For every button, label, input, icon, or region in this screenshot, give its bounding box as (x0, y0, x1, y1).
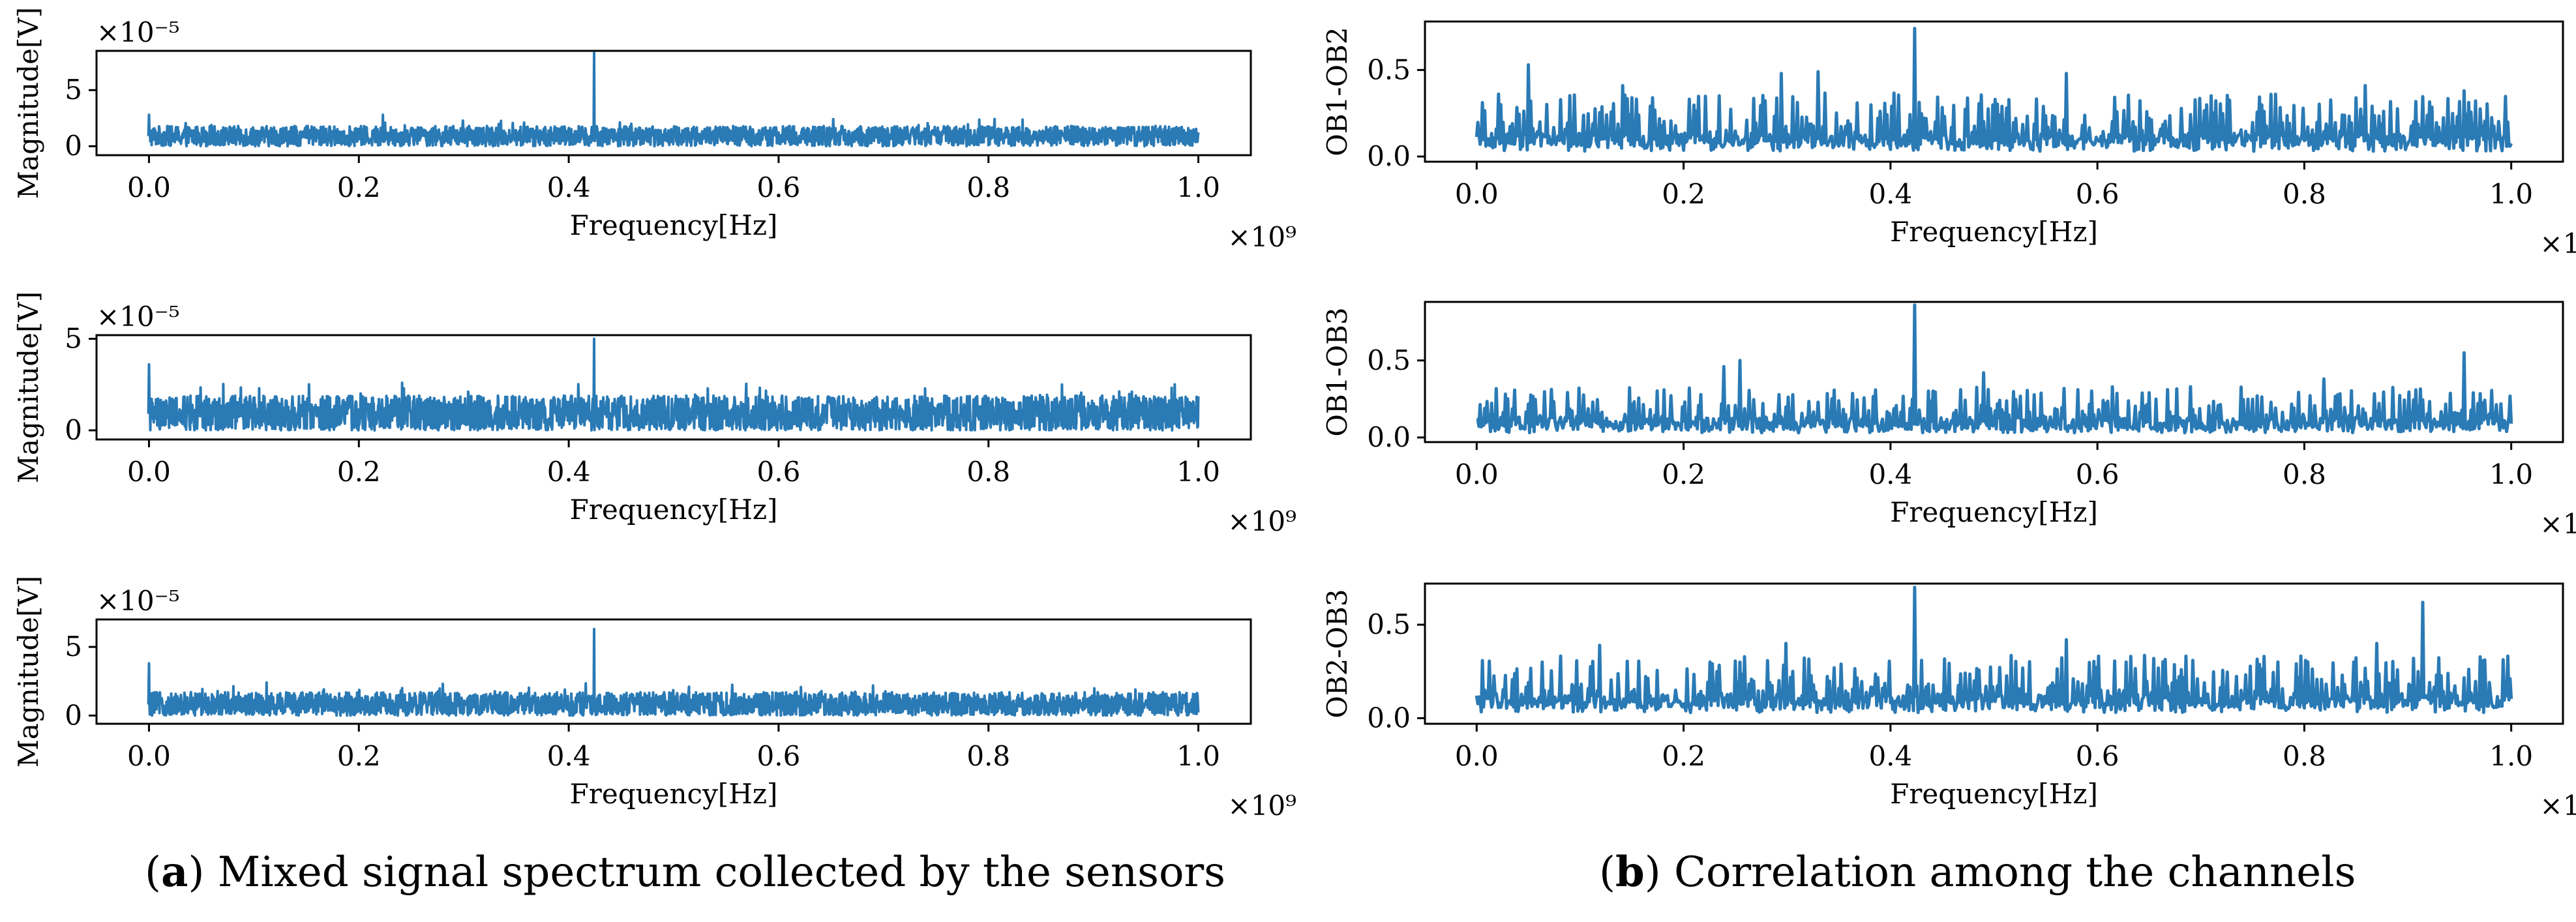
x-tick-label: 0.0 (1455, 740, 1499, 772)
y-axis-label: Magnitude[V] (12, 291, 44, 483)
x-tick-label: 0.6 (757, 740, 801, 772)
plot-frame (1424, 582, 2564, 725)
plot-frame (1424, 20, 2564, 163)
x-tick-label: 0.4 (1868, 458, 1912, 490)
x-tick-label: 0.8 (966, 740, 1010, 772)
y-offset-label: ×10⁻⁵ (97, 16, 180, 48)
y-tick-label: 0.5 (1367, 53, 1411, 85)
x-tick-label: 0.4 (1868, 740, 1912, 772)
chart-a2: 0.0 0.2 0.4 0.6 0.8 1.0 0 5 Frequency[Hz] Magnitu… (12, 291, 1296, 537)
y-axis-label: OB1-OB2 (1321, 27, 1353, 156)
x-tick-label: 0.4 (1868, 178, 1912, 210)
x-axis-label: Frequency[Hz] (1890, 496, 2098, 528)
caption-b: (b) Correlation among the channels (1599, 848, 2356, 897)
y-tick-label: 5 (65, 74, 82, 106)
x-tick-label: 0.0 (1455, 458, 1499, 490)
series-line-OB1-OB3 (1476, 303, 2513, 435)
caption-b-label: b (1615, 848, 1645, 897)
y-tick-label: 0.0 (1367, 140, 1411, 172)
series-line-sensor-2 (147, 337, 1200, 432)
chart-b3: 0.0 0.2 0.4 0.6 0.8 1.0 0.0 0.5 Frequency[Hz] OB2… (1321, 582, 2576, 822)
y-offset-label: ×10⁻⁵ (97, 585, 180, 617)
caption-a-text: Mixed signal spectrum collected by the s… (217, 848, 1225, 897)
plot-frame (1424, 301, 2564, 443)
x-axis-label: Frequency[Hz] (1890, 216, 2098, 248)
x-tick-label: 0.4 (547, 171, 591, 203)
x-offset-label: ×10⁹ (2540, 508, 2576, 540)
x-offset-label: ×10⁹ (2540, 228, 2576, 260)
y-axis-label: OB1-OB3 (1321, 307, 1353, 436)
x-tick-label: 0.4 (547, 456, 591, 488)
y-tick-label: 5 (65, 631, 82, 662)
x-axis-label: Frequency[Hz] (1890, 778, 2098, 810)
caption-a: (a) Mixed signal spectrum collected by t… (145, 848, 1225, 897)
x-tick-label: 0.2 (337, 740, 381, 772)
y-tick-label: 0.5 (1367, 608, 1411, 640)
x-tick-label: 0.6 (2076, 178, 2119, 210)
x-tick-label: 1.0 (2489, 178, 2533, 210)
x-tick-label: 0.8 (2283, 178, 2326, 210)
x-tick-label: 1.0 (1176, 740, 1220, 772)
plot-frame (95, 334, 1252, 441)
x-offset-label: ×10⁹ (2540, 790, 2576, 822)
series-line-sensor-1 (147, 52, 1200, 148)
x-tick-label: 0.0 (1455, 178, 1499, 210)
x-tick-label: 0.0 (127, 171, 171, 203)
x-offset-label: ×10⁹ (1228, 790, 1296, 822)
x-tick-label: 0.6 (757, 456, 801, 488)
x-tick-label: 0.2 (1662, 458, 1705, 490)
y-tick-label: 0.5 (1367, 344, 1411, 376)
caption-b-text: Correlation among the channels (1674, 848, 2356, 897)
x-tick-label: 0.0 (127, 740, 171, 772)
chart-b1: 0.0 0.2 0.4 0.6 0.8 1.0 0.0 0.5 Frequency[Hz] OB1… (1321, 20, 2576, 260)
x-tick-label: 0.4 (547, 740, 591, 772)
y-axis-label: OB2-OB3 (1321, 589, 1353, 718)
x-tick-label: 0.2 (337, 456, 381, 488)
chart-a1: 0.0 0.2 0.4 0.6 0.8 1.0 0 5 Frequency[Hz] Magnitu… (12, 7, 1296, 253)
y-tick-label: 0 (65, 130, 82, 162)
x-axis-label: Frequency[Hz] (570, 778, 778, 810)
series-line-sensor-3 (147, 627, 1200, 717)
y-tick-label: 5 (65, 323, 82, 355)
plot-frame (95, 50, 1252, 156)
series-line-OB2-OB3 (1475, 586, 2513, 715)
x-offset-label: ×10⁹ (1228, 505, 1296, 537)
series-line-OB1-OB2 (1475, 27, 2513, 153)
y-axis-label: Magnitude[V] (12, 7, 44, 199)
x-tick-label: 0.6 (757, 171, 801, 203)
x-axis-label: Frequency[Hz] (570, 494, 778, 526)
x-tick-label: 0.2 (1662, 178, 1705, 210)
x-axis-label: Frequency[Hz] (570, 209, 778, 241)
y-tick-label: 0.0 (1367, 702, 1411, 734)
x-tick-label: 0.8 (2283, 458, 2326, 490)
chart-b2: 0.0 0.2 0.4 0.6 0.8 1.0 0.0 0.5 Frequency[Hz] OB1… (1321, 301, 2576, 540)
x-tick-label: 1.0 (1176, 171, 1220, 203)
caption-a-label: a (160, 848, 188, 897)
x-tick-label: 0.6 (2076, 740, 2119, 772)
chart-a3: 0.0 0.2 0.4 0.6 0.8 1.0 0 5 Frequency[Hz] Magnitu… (12, 576, 1296, 822)
y-axis-label: Magnitude[V] (12, 576, 44, 767)
x-offset-label: ×10⁹ (1228, 221, 1296, 253)
x-tick-label: 0.2 (337, 171, 381, 203)
x-tick-label: 0.0 (127, 456, 171, 488)
x-tick-label: 0.6 (2076, 458, 2119, 490)
x-tick-label: 1.0 (2489, 458, 2533, 490)
y-tick-label: 0.0 (1367, 421, 1411, 453)
x-tick-label: 0.2 (1662, 740, 1705, 772)
x-tick-label: 0.8 (966, 456, 1010, 488)
y-tick-label: 0 (65, 699, 82, 731)
x-tick-label: 0.8 (2283, 740, 2326, 772)
x-tick-label: 0.8 (966, 171, 1010, 203)
plot-frame (95, 618, 1252, 725)
x-tick-label: 1.0 (2489, 740, 2533, 772)
y-tick-label: 0 (65, 414, 82, 446)
y-offset-label: ×10⁻⁵ (97, 301, 180, 333)
x-tick-label: 1.0 (1176, 456, 1220, 488)
